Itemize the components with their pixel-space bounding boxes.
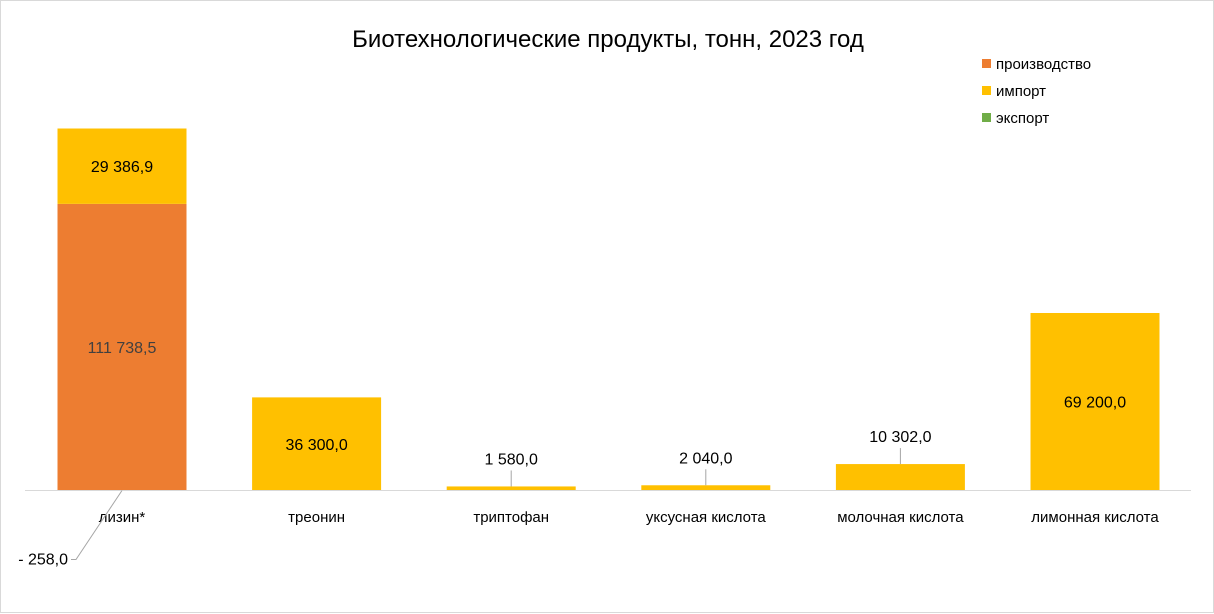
bar-import bbox=[1030, 312, 1160, 491]
legend-label-import: импорт bbox=[996, 83, 1046, 100]
data-label-import: 36 300,0 bbox=[285, 437, 347, 454]
data-label-production: 111 738,5 bbox=[88, 340, 157, 357]
bar-production bbox=[57, 203, 187, 491]
legend-label-export: экспорт bbox=[996, 110, 1049, 127]
legend-swatch-import bbox=[982, 86, 991, 95]
data-label-import: 1 580,0 bbox=[485, 451, 538, 468]
legend: производство импорт экспорт bbox=[982, 56, 1091, 127]
bar-import bbox=[252, 397, 382, 491]
data-label-export: - 258,0 bbox=[18, 552, 68, 569]
data-label-import: 29 386,9 bbox=[91, 159, 153, 176]
data-label-import: 69 200,0 bbox=[1064, 395, 1126, 412]
bar-import bbox=[446, 486, 576, 491]
labels-group: лизин* 111 738,5 29 386,9 - 258,0 треонин 36 … bbox=[18, 159, 1159, 568]
bars-group bbox=[57, 128, 1160, 491]
category-label: лимонная кислота bbox=[1031, 509, 1159, 526]
bar-import bbox=[641, 485, 771, 491]
legend-swatch-production bbox=[982, 59, 991, 68]
category-label: лизин* bbox=[99, 509, 146, 526]
category-label: треонин bbox=[288, 509, 345, 526]
leader-line bbox=[71, 490, 123, 560]
category-label: молочная кислота bbox=[837, 509, 964, 526]
category-label: триптофан bbox=[473, 509, 549, 526]
bar-import bbox=[835, 464, 965, 491]
legend-swatch-export bbox=[982, 113, 991, 122]
chart-title: Биотехнологические продукты, тонн, 2023 … bbox=[352, 26, 864, 53]
category-label: уксусная кислота bbox=[646, 509, 767, 526]
data-label-import: 2 040,0 bbox=[679, 450, 732, 467]
data-label-import: 10 302,0 bbox=[869, 429, 931, 446]
legend-label-production: производство bbox=[996, 56, 1091, 73]
bar-import bbox=[57, 128, 187, 204]
